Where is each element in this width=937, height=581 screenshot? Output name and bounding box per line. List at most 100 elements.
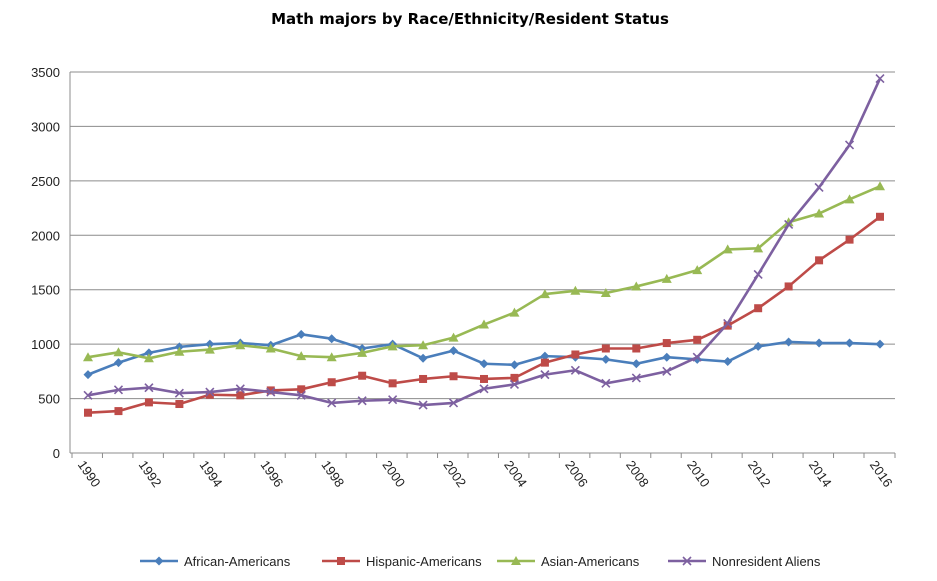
data-point bbox=[570, 365, 580, 375]
data-point bbox=[388, 379, 397, 388]
data-point bbox=[205, 390, 214, 399]
data-point bbox=[875, 181, 885, 191]
data-point bbox=[357, 396, 367, 406]
data-point bbox=[205, 387, 215, 397]
y-tick-label: 2000 bbox=[31, 228, 60, 243]
legend-item: African-Americans bbox=[140, 554, 291, 569]
data-point bbox=[479, 384, 489, 394]
data-point bbox=[601, 344, 610, 353]
data-point bbox=[722, 244, 733, 254]
data-point bbox=[326, 352, 337, 362]
data-point bbox=[753, 243, 764, 253]
data-point bbox=[83, 370, 93, 380]
data-point bbox=[448, 332, 459, 342]
data-point bbox=[509, 307, 520, 317]
legend-label: Asian-Americans bbox=[541, 554, 640, 569]
y-tick-label: 1000 bbox=[31, 337, 60, 352]
data-point bbox=[205, 339, 215, 349]
data-point bbox=[113, 358, 123, 368]
y-tick-label: 0 bbox=[53, 446, 60, 461]
legend-label: African-Americans bbox=[184, 554, 291, 569]
data-point bbox=[448, 398, 459, 408]
data-point bbox=[266, 387, 276, 397]
data-point bbox=[875, 339, 885, 349]
data-point bbox=[662, 352, 672, 362]
x-tick-label: 2008 bbox=[623, 458, 652, 490]
data-point bbox=[693, 335, 702, 344]
gridlines bbox=[69, 71, 895, 454]
data-point bbox=[174, 388, 184, 398]
data-point bbox=[235, 340, 246, 350]
series-asian-americans bbox=[83, 181, 885, 363]
x-tick-label: 1996 bbox=[258, 458, 287, 490]
x-tick-label: 1994 bbox=[197, 458, 226, 490]
data-point bbox=[876, 212, 884, 221]
data-point bbox=[601, 378, 611, 388]
data-point bbox=[418, 353, 428, 363]
data-point bbox=[327, 398, 337, 408]
x-tick-label: 2010 bbox=[684, 458, 713, 490]
legend-label: Hispanic-Americans bbox=[366, 554, 482, 569]
data-point bbox=[174, 346, 185, 356]
x-tick-label: 2012 bbox=[745, 458, 774, 490]
data-point bbox=[235, 384, 245, 394]
data-point bbox=[844, 194, 855, 204]
legend-item: Hispanic-Americans bbox=[322, 554, 482, 569]
data-point bbox=[83, 352, 93, 362]
legend: African-Americans Hispanic-Americans Asian… bbox=[140, 554, 821, 569]
data-point bbox=[682, 556, 692, 566]
data-point bbox=[784, 282, 793, 291]
data-point bbox=[509, 379, 520, 389]
y-tick-label: 2500 bbox=[31, 174, 60, 189]
data-point bbox=[144, 348, 154, 358]
data-point bbox=[753, 269, 763, 280]
data-point bbox=[357, 347, 368, 357]
data-point bbox=[327, 378, 336, 387]
x-tick-label: 1990 bbox=[75, 458, 104, 490]
data-point bbox=[113, 385, 124, 395]
data-point bbox=[570, 285, 581, 295]
data-point bbox=[388, 395, 398, 405]
data-point bbox=[297, 385, 306, 394]
data-point bbox=[540, 370, 550, 380]
data-point bbox=[814, 338, 824, 348]
legend-item: Nonresident Aliens bbox=[668, 554, 821, 569]
data-point bbox=[784, 337, 794, 347]
data-point bbox=[844, 140, 855, 150]
data-point bbox=[540, 358, 549, 367]
data-point bbox=[204, 344, 215, 354]
x-tick-label: 2004 bbox=[501, 458, 530, 490]
data-point bbox=[631, 281, 642, 291]
data-point bbox=[266, 386, 275, 395]
x-tick-label: 1992 bbox=[136, 458, 165, 490]
data-point bbox=[327, 334, 337, 344]
series-line bbox=[87, 333, 881, 376]
data-point bbox=[337, 557, 345, 565]
legend-label: Nonresident Aliens bbox=[712, 554, 821, 569]
x-tick-label: 1998 bbox=[318, 458, 347, 490]
data-point bbox=[814, 208, 825, 218]
data-point bbox=[845, 338, 855, 348]
data-point bbox=[419, 374, 428, 383]
data-point bbox=[662, 366, 672, 376]
data-point bbox=[692, 265, 703, 275]
data-point bbox=[723, 357, 733, 367]
data-point bbox=[296, 329, 306, 339]
data-point bbox=[631, 373, 641, 383]
data-point bbox=[265, 343, 276, 353]
y-tick-label: 3500 bbox=[31, 65, 60, 80]
data-point bbox=[144, 383, 154, 393]
series-hispanic-americans bbox=[84, 212, 884, 417]
data-point bbox=[480, 374, 488, 383]
data-point bbox=[510, 373, 519, 382]
series-nonresident-aliens bbox=[83, 73, 885, 410]
x-tick-label: 2000 bbox=[379, 458, 408, 490]
data-point bbox=[114, 407, 123, 416]
data-point bbox=[449, 346, 459, 356]
x-tick-label: 2016 bbox=[867, 458, 896, 490]
data-point bbox=[236, 391, 245, 400]
data-point bbox=[875, 73, 885, 84]
data-point bbox=[815, 256, 824, 265]
data-point bbox=[753, 341, 763, 351]
